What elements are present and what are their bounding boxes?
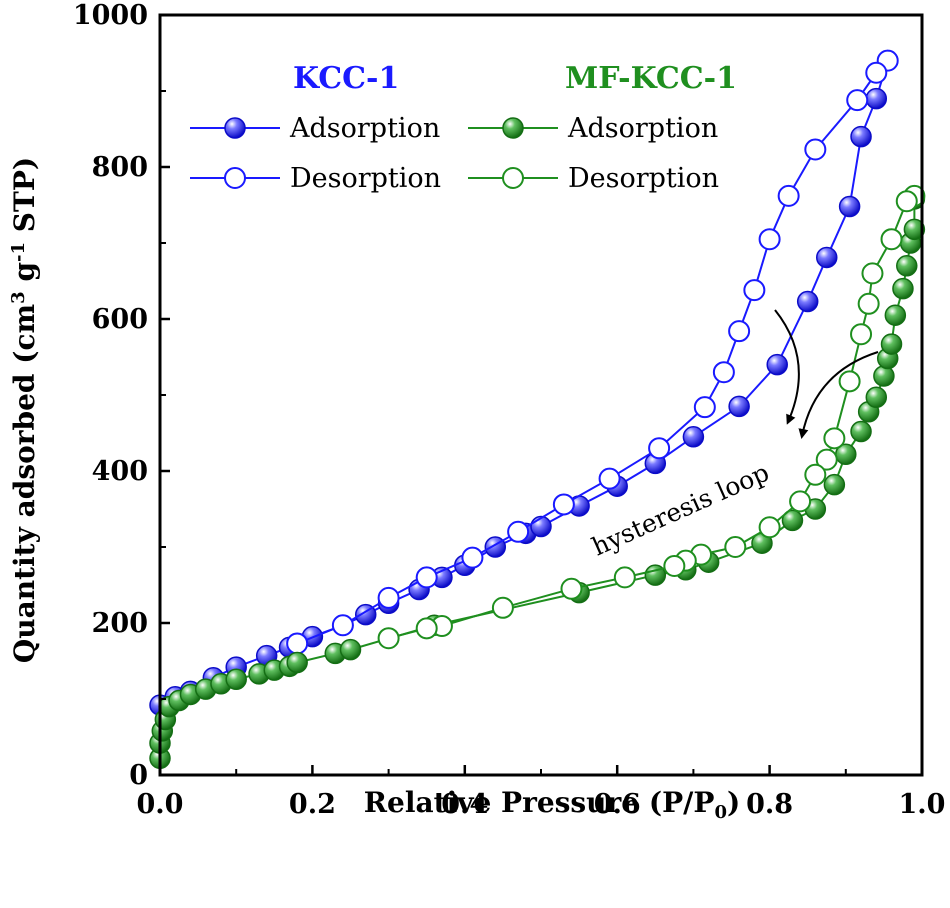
- x-tick-label: 1.0: [899, 789, 946, 820]
- y-tick-label: 1000: [73, 0, 148, 31]
- y-tick-label: 400: [92, 456, 148, 487]
- y-tick-label: 200: [92, 608, 148, 639]
- data-point-kcc-1-adsorption: [865, 87, 888, 110]
- data-point-mf-kcc-1-desorption: [823, 427, 846, 450]
- data-point-mf-kcc-1-desorption: [613, 566, 636, 589]
- x-tick-label: 0.6: [594, 789, 641, 820]
- legend-label-kcc1-desorption: Desorption: [290, 163, 441, 194]
- legend-marker-mfkcc1-adsorption: [502, 117, 524, 139]
- y-tick-label: 0: [129, 760, 148, 791]
- y-axis-title: Quantity adsorbed (cm3 g-1 STP): [8, 157, 41, 663]
- legend-label-kcc1-adsorption: Adsorption: [289, 113, 440, 144]
- data-point-mf-kcc-1-adsorption: [781, 509, 804, 532]
- hysteresis-arrow-kcc1: [774, 309, 800, 425]
- data-point-mf-kcc-1-adsorption: [873, 365, 895, 387]
- axis-ticks: 0.0 0.2 0.4 0.6 0.8 1.0 0 200 400 600 800 1000: [73, 0, 946, 820]
- data-point-mf-kcc-1-adsorption: [865, 386, 888, 409]
- data-point-kcc-1-desorption: [728, 320, 751, 343]
- data-point-kcc-1-desorption: [286, 632, 309, 655]
- data-point-mf-kcc-1-desorption: [861, 262, 884, 285]
- series-kcc-1-adsorption: [149, 49, 899, 716]
- hysteresis-arrow-mfkcc1: [798, 351, 879, 439]
- x-tick-label: 0.4: [441, 789, 488, 820]
- legend-marker-mfkcc1-desorption: [502, 167, 524, 189]
- data-point-mf-kcc-1-desorption: [789, 490, 812, 513]
- data-point-mf-kcc-1-adsorption: [880, 333, 903, 355]
- x-tick-label: 0.0: [137, 789, 184, 820]
- data-point-kcc-1-desorption: [743, 279, 766, 302]
- data-point-mf-kcc-1-desorption: [663, 555, 686, 577]
- data-point-kcc-1-desorption: [712, 361, 735, 384]
- series-line-kcc-1-desorption: [296, 59, 889, 645]
- data-point-kcc-1-adsorption: [850, 125, 872, 148]
- y-tick-label: 800: [92, 152, 148, 183]
- data-point-kcc-1-desorption: [598, 467, 621, 490]
- data-point-mf-kcc-1-desorption: [758, 516, 781, 539]
- data-point-kcc-1-desorption: [377, 586, 400, 609]
- y-tick-label: 600: [92, 304, 148, 335]
- data-point-kcc-1-adsorption: [796, 290, 819, 313]
- data-point-mf-kcc-1-desorption: [895, 190, 918, 213]
- data-point-kcc-1-desorption: [758, 228, 781, 251]
- data-point-mf-kcc-1-adsorption: [823, 473, 846, 496]
- data-point-mf-kcc-1-desorption: [415, 617, 438, 640]
- data-point-kcc-1-desorption: [777, 184, 800, 207]
- data-point-kcc-1-desorption: [461, 546, 484, 569]
- series-kcc-1-desorption: [286, 49, 899, 655]
- data-point-mf-kcc-1-desorption: [857, 292, 880, 315]
- data-point-kcc-1-desorption: [648, 437, 671, 460]
- data-point-kcc-1-desorption: [552, 493, 575, 516]
- data-point-kcc-1-adsorption: [838, 195, 861, 218]
- data-point-mf-kcc-1-desorption: [560, 577, 583, 600]
- series-line-mf-kcc-1-desorption: [388, 195, 915, 640]
- data-point-mf-kcc-1-desorption: [850, 323, 873, 346]
- data-point-kcc-1-adsorption: [728, 395, 750, 418]
- series-line-kcc-1-adsorption: [159, 60, 889, 706]
- data-point-kcc-1-adsorption: [682, 426, 705, 448]
- data-point-kcc-1-desorption: [331, 614, 354, 637]
- series-layer: [149, 49, 926, 770]
- data-point-kcc-1-adsorption: [766, 353, 788, 376]
- data-point-mf-kcc-1-desorption: [804, 463, 827, 486]
- legend-header-mfkcc1: MF-KCC-1: [565, 61, 737, 96]
- data-point-mf-kcc-1-adsorption: [892, 277, 914, 300]
- legend-label-mfkcc1-desorption: Desorption: [568, 163, 719, 194]
- legend-label-mfkcc1-adsorption: Adsorption: [567, 113, 718, 144]
- data-point-kcc-1-desorption: [846, 89, 869, 112]
- series-mf-kcc-1-desorption: [377, 184, 926, 650]
- x-tick-label: 0.8: [746, 789, 793, 820]
- x-axis-title: Relative Pressure (P/P0): [364, 786, 740, 823]
- data-point-mf-kcc-1-adsorption: [225, 668, 247, 690]
- data-point-mf-kcc-1-desorption: [815, 448, 838, 471]
- data-point-kcc-1-desorption: [804, 138, 827, 161]
- data-point-kcc-1-desorption: [693, 396, 716, 419]
- data-point-kcc-1-desorption: [507, 520, 530, 543]
- legend-header-kcc1: KCC-1: [293, 61, 399, 96]
- data-point-mf-kcc-1-desorption: [724, 536, 747, 558]
- data-point-mf-kcc-1-adsorption: [903, 218, 926, 241]
- data-point-mf-kcc-1-desorption: [377, 627, 400, 650]
- data-point-kcc-1-adsorption: [530, 515, 552, 538]
- data-point-kcc-1-desorption: [415, 566, 438, 589]
- data-point-mf-kcc-1-adsorption: [850, 420, 872, 443]
- legend-marker-kcc1-adsorption: [224, 117, 246, 139]
- data-point-mf-kcc-1-adsorption: [896, 255, 918, 277]
- legend-marker-kcc1-desorption: [224, 167, 246, 189]
- data-point-kcc-1-desorption: [865, 61, 888, 84]
- data-point-mf-kcc-1-adsorption: [286, 651, 308, 674]
- data-point-mf-kcc-1-adsorption: [339, 638, 362, 661]
- data-point-mf-kcc-1-desorption: [491, 596, 514, 619]
- data-point-mf-kcc-1-desorption: [880, 228, 903, 251]
- data-point-kcc-1-adsorption: [816, 246, 838, 269]
- data-point-mf-kcc-1-adsorption: [884, 304, 907, 326]
- legend: KCC-1 MF-KCC-1 Adsorption Desorption Ads…: [190, 61, 737, 194]
- x-tick-label: 0.2: [289, 789, 336, 820]
- data-point-mf-kcc-1-desorption: [838, 370, 861, 393]
